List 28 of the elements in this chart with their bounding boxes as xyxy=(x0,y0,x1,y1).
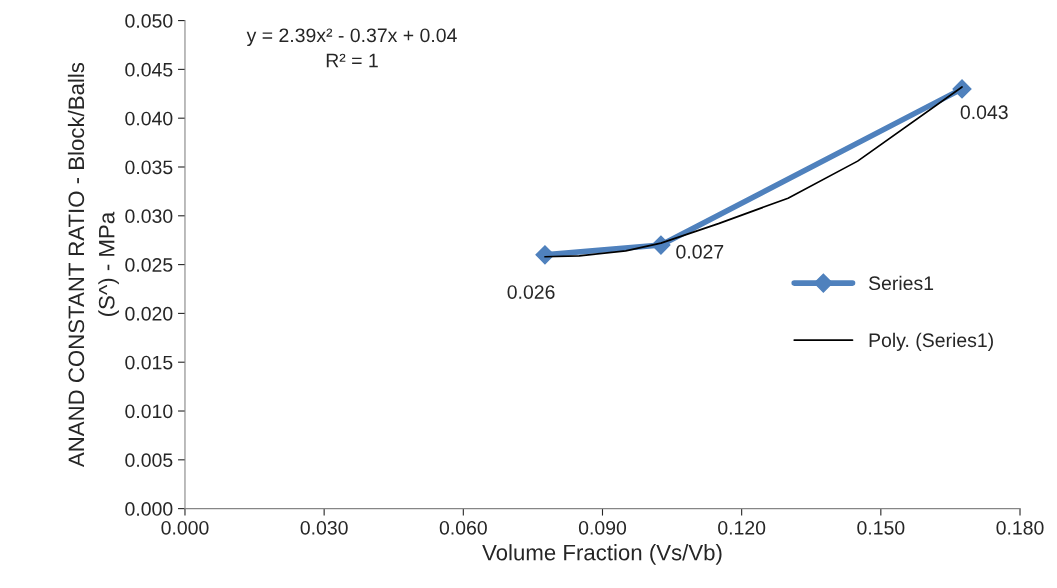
annotation: R² = 1 xyxy=(326,53,378,68)
y-tick-label: 0.000 xyxy=(125,502,173,516)
data-label: 0.026 xyxy=(507,285,555,299)
x-tick-label: 0.090 xyxy=(578,520,627,535)
legend-label: Series1 xyxy=(868,275,934,291)
data-label: 0.027 xyxy=(676,244,724,259)
y-tick-label: 0.025 xyxy=(125,258,173,272)
annotation: y = 2.39x² - 0.37x + 0.04 xyxy=(246,28,457,47)
x-tick-label: 0.060 xyxy=(439,520,487,535)
y-tick-label: 0.005 xyxy=(125,453,173,468)
x-tick-label: 0.030 xyxy=(300,520,348,535)
x-tick-label: 0.150 xyxy=(857,520,905,535)
y-tick-label: 0.030 xyxy=(125,209,173,224)
x-axis-title: Volume Fraction (Vs/Vb) xyxy=(482,544,722,565)
legend-label: Poly. (Series1) xyxy=(869,332,993,351)
y-tick-label: 0.020 xyxy=(125,306,173,321)
y-tick-label: 0.040 xyxy=(125,111,173,126)
x-tick-label: 0.000 xyxy=(161,520,209,535)
y-axis-title: ANAND CONSTANT RATIO - Block/Balls (S^) - MPa xyxy=(67,62,119,468)
x-tick-label: 0.120 xyxy=(718,520,766,535)
data-label: 0.043 xyxy=(960,105,1008,120)
y-tick-label: 0.010 xyxy=(125,404,173,419)
y-tick-label: 0.050 xyxy=(125,14,173,28)
y-tick-label: 0.045 xyxy=(125,62,173,77)
point xyxy=(535,245,555,265)
y-tick-label: 0.035 xyxy=(125,160,173,175)
y-tick-label: 0.015 xyxy=(125,355,173,370)
x-tick-label: 0.180 xyxy=(996,520,1044,535)
